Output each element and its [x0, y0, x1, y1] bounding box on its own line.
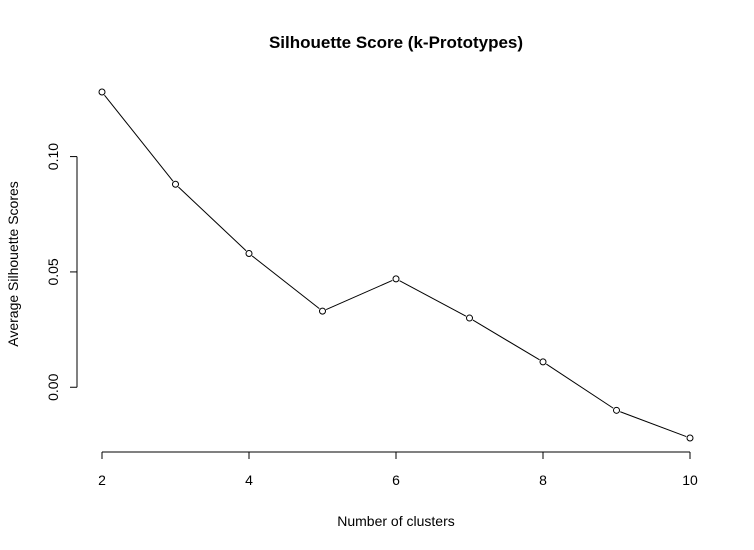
data-point	[686, 434, 694, 442]
series-line-segment	[399, 280, 467, 317]
chart-title: Silhouette Score (k-Prototypes)	[269, 33, 523, 52]
data-point	[539, 358, 547, 366]
y-axis: 0.00 0.05 0.10	[45, 143, 78, 401]
data-point	[466, 314, 473, 322]
x-tick-label: 2	[98, 472, 106, 488]
series-line-segment	[546, 363, 614, 409]
x-tick-label: 8	[539, 472, 547, 488]
series-line-segment	[104, 94, 174, 182]
data-point	[172, 180, 179, 188]
series-line-segment	[325, 279, 393, 310]
series-layer	[98, 88, 694, 442]
y-tick-label: 0.05	[45, 258, 61, 285]
x-axis: 2 4 6 8 10	[98, 451, 698, 488]
x-axis-label: Number of clusters	[337, 513, 454, 529]
series-line-segment	[251, 255, 320, 310]
x-tick-label: 6	[392, 472, 400, 488]
data-point	[98, 88, 106, 96]
series-line-segment	[178, 186, 247, 252]
y-tick-label: 0.10	[45, 143, 61, 170]
series-line-segment	[472, 319, 540, 361]
x-tick-label: 10	[682, 472, 698, 488]
data-point	[613, 406, 620, 414]
series-line-segment	[620, 411, 687, 438]
data-point	[245, 249, 253, 257]
y-tick-label: 0.00	[45, 373, 61, 400]
x-tick-label: 4	[245, 472, 253, 488]
y-axis-label: Average Silhouette Scores	[5, 181, 21, 347]
data-point	[319, 307, 326, 315]
data-point	[392, 275, 400, 283]
